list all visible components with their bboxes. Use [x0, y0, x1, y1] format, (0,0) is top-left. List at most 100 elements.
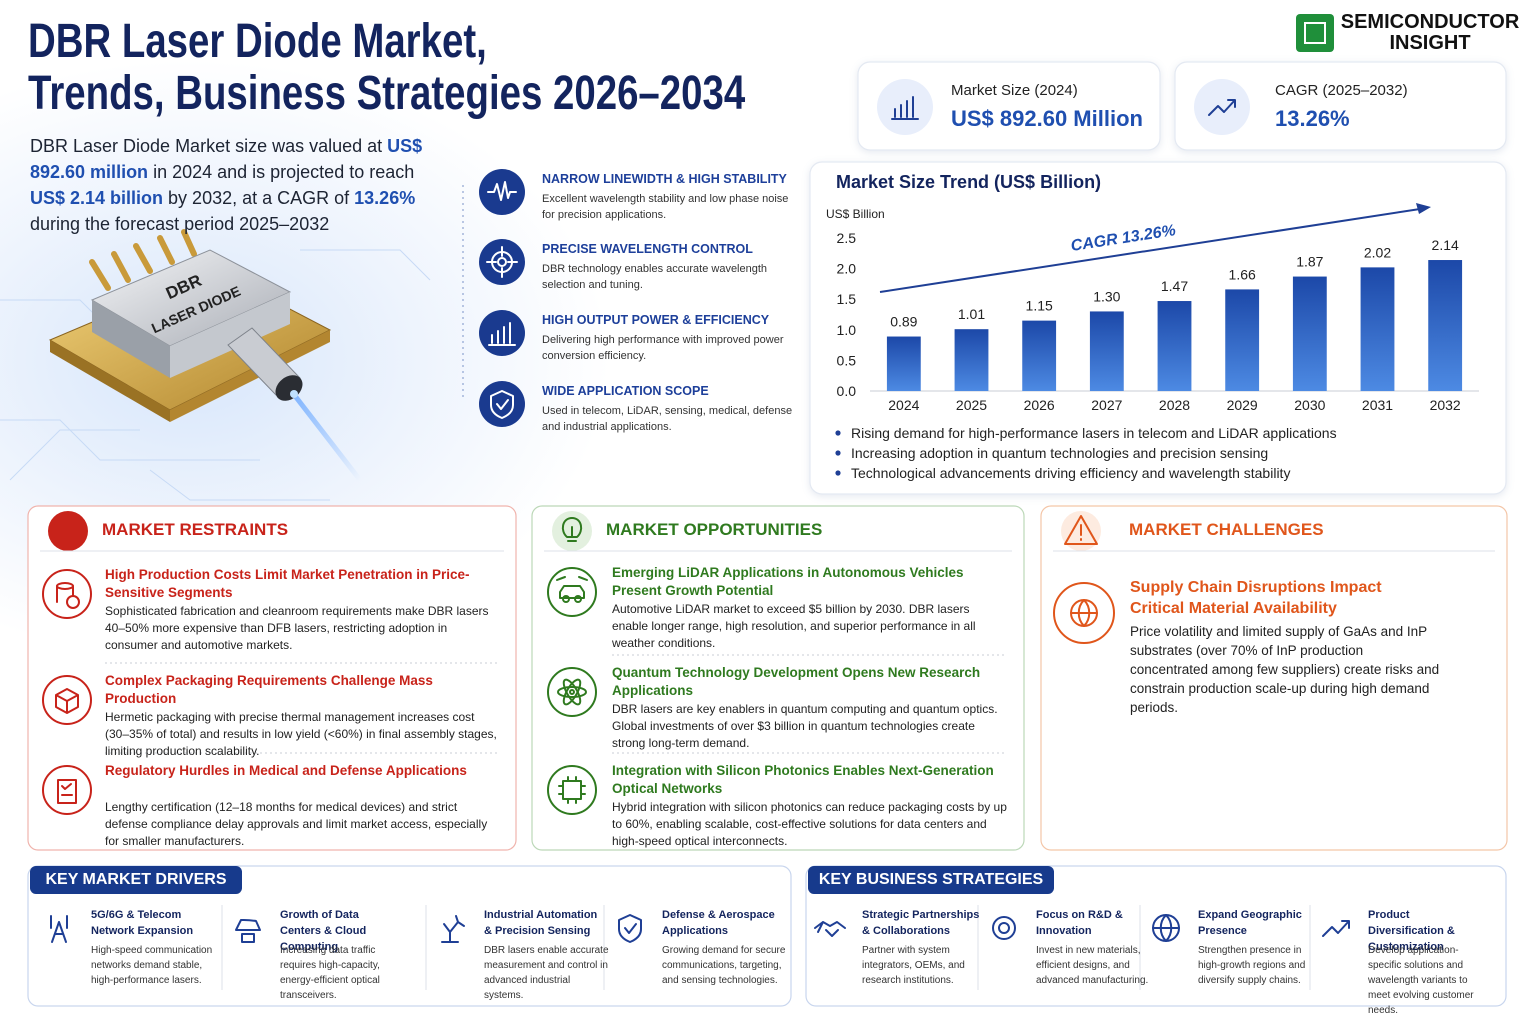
icon-glyph — [57, 779, 77, 804]
value-label: 1.66 — [1229, 266, 1256, 282]
item-title: Complex Packaging Requirements Challenge… — [105, 673, 433, 706]
kpi-label: Market Size (2024) — [951, 82, 1078, 99]
icon-stroke — [558, 776, 586, 804]
bottom-item-text: DBR lasers enable accurate measurement a… — [484, 945, 609, 1001]
feature-title: HIGH OUTPUT POWER & EFFICIENCY — [542, 313, 770, 327]
x-tick-label: 2027 — [1091, 397, 1122, 413]
bottom-item-text: High-speed communication networks demand… — [91, 945, 213, 986]
icon-circle — [547, 765, 597, 815]
icon-stroke — [574, 595, 582, 603]
icon-stroke — [556, 576, 588, 599]
icon-glyph — [1152, 914, 1180, 942]
icon-stroke — [497, 257, 507, 267]
x-tick-label: 2028 — [1159, 397, 1190, 413]
y-tick-label: 2.5 — [837, 230, 857, 246]
value-label: 2.14 — [1432, 237, 1459, 253]
bar — [1089, 311, 1124, 391]
icon-stroke — [235, 918, 261, 943]
page-title: DBR Laser Diode Market, — [28, 15, 487, 68]
icon-stroke — [1064, 515, 1098, 545]
panel — [531, 505, 1025, 851]
chart-title: Market Size Trend (US$ Billion) — [836, 172, 1102, 192]
x-tick-label: 2030 — [1294, 397, 1325, 413]
x-tick-label: 2024 — [888, 397, 919, 413]
icon-glyph — [488, 322, 516, 346]
bottom-item-title: Growth of Data Centers & Cloud Computing — [280, 909, 367, 953]
panel-title: MARKET OPPORTUNITIES — [606, 520, 823, 539]
value-label: 2.02 — [1364, 244, 1391, 260]
item-text: Hermetic packaging with precise thermal … — [105, 710, 497, 758]
icon-glyph — [490, 390, 514, 419]
bottom-item-title: Expand Geographic Presence — [1198, 909, 1302, 937]
bottom-item-title: Industrial Automation & Precision Sensin… — [484, 909, 598, 937]
bar — [954, 329, 989, 391]
icon-circle — [479, 239, 525, 285]
bar — [1157, 301, 1192, 391]
icon-glyph — [1064, 515, 1098, 545]
cagr-arrowhead — [1416, 203, 1431, 214]
value-label: 0.89 — [890, 314, 917, 330]
feature-title: NARROW LINEWIDTH & HIGH STABILITY — [542, 172, 787, 186]
value-label: 1.01 — [958, 306, 985, 322]
icon-stroke — [56, 582, 74, 590]
icon-stroke — [1322, 920, 1350, 937]
panel-title: MARKET RESTRAINTS — [102, 520, 289, 539]
icon-stroke — [488, 322, 516, 346]
bottom-item-text: Invest in new materials, efficient desig… — [1036, 945, 1149, 986]
icon-glyph — [992, 916, 1016, 940]
item-text: Hybrid integration with silicon photonic… — [612, 800, 1007, 848]
icon-circle — [877, 79, 933, 135]
feature-text: DBR technology enables accurate waveleng… — [542, 263, 768, 291]
icon-glyph — [557, 678, 587, 706]
icon-stroke — [569, 689, 575, 695]
item-text: Sophisticated fabrication and cleanroom … — [105, 604, 489, 652]
icon-circle — [479, 310, 525, 356]
value-label: 1.47 — [1161, 278, 1188, 294]
icon-stroke — [562, 678, 582, 706]
item-text: Automotive LiDAR market to exceed $5 bil… — [612, 602, 976, 650]
icon-stroke — [487, 181, 517, 201]
icon-stroke — [1070, 599, 1098, 627]
value-label: 1.87 — [1296, 254, 1323, 270]
icon-glyph — [558, 776, 586, 804]
icon-glyph — [561, 517, 583, 542]
bullet-dot — [835, 430, 841, 436]
chart-bullet: Rising demand for high-performance laser… — [851, 425, 1337, 441]
icon-stroke — [55, 688, 79, 714]
value-label: 1.15 — [1026, 298, 1053, 314]
icon-circle — [42, 765, 92, 815]
bottom-item-text: Partner with system integrators, OEMs, a… — [862, 945, 965, 986]
icon-glyph — [1070, 599, 1098, 627]
icon-glyph — [54, 517, 82, 545]
cagr-arrow — [879, 208, 1421, 293]
item-title: Quantum Technology Development Opens New… — [612, 665, 981, 698]
bottom-tab — [30, 866, 242, 894]
icon-stroke — [486, 246, 518, 278]
chart-bullet: Technological advancements driving effic… — [851, 465, 1291, 481]
brand-line: SEMICONDUCTOR — [1340, 11, 1520, 33]
icon-circle — [42, 569, 92, 619]
bottom-item-title: Focus on R&D & Innovation — [1036, 909, 1123, 937]
feature-title: WIDE APPLICATION SCOPE — [542, 384, 709, 398]
intro-text: by 2032, at a CAGR of — [163, 188, 355, 208]
logo-chip-core — [1304, 22, 1326, 44]
bar — [886, 336, 921, 391]
feature-text: Used in telecom, LiDAR, sensing, medical… — [542, 405, 793, 433]
bar — [1292, 276, 1327, 391]
bar — [1022, 320, 1057, 391]
icon-glyph — [487, 181, 517, 201]
icon-stroke — [57, 779, 77, 804]
logo-chip — [1296, 14, 1334, 52]
item-title: High Production Costs Limit Market Penet… — [105, 567, 470, 600]
icon-stroke — [814, 921, 846, 937]
icon-glyph — [1208, 99, 1236, 116]
panel — [1040, 505, 1508, 851]
brand: SEMICONDUCTOR INSIGHT — [1340, 12, 1520, 54]
kpi-card — [857, 61, 1161, 151]
kpi-card — [1174, 61, 1507, 151]
icon-glyph — [1322, 920, 1350, 937]
icon-glyph — [486, 246, 518, 278]
icon-circle — [547, 567, 597, 617]
value-label: 1.30 — [1093, 288, 1120, 304]
